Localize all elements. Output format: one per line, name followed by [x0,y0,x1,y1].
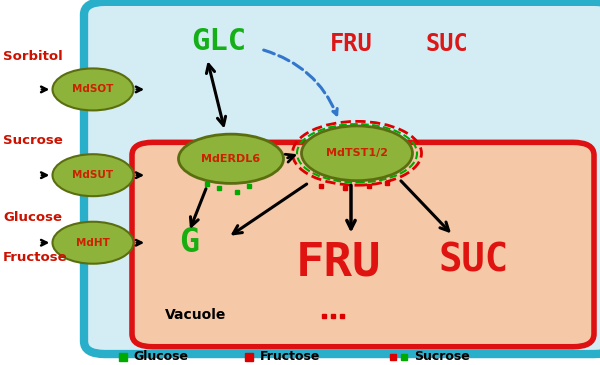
Ellipse shape [53,154,133,196]
Text: Glucose: Glucose [134,350,189,364]
Text: MdSOT: MdSOT [73,84,113,95]
Text: Sucrose: Sucrose [415,350,470,364]
Ellipse shape [179,134,284,184]
Ellipse shape [302,126,413,181]
Text: G: G [179,226,199,259]
Text: Sucrose: Sucrose [3,134,63,147]
Text: FRU: FRU [329,32,373,56]
FancyBboxPatch shape [84,2,600,354]
Text: SUC: SUC [425,32,469,56]
Text: Fructose: Fructose [3,251,68,264]
Text: MdSUT: MdSUT [73,170,113,180]
Ellipse shape [53,69,133,111]
Ellipse shape [53,222,133,264]
Text: Glucose: Glucose [3,211,62,224]
Text: Fructose: Fructose [260,350,320,364]
Text: Sorbitol: Sorbitol [3,50,63,63]
Text: MdERDL6: MdERDL6 [202,154,260,164]
Text: FRU: FRU [296,240,382,285]
Text: GLC: GLC [191,27,247,57]
FancyBboxPatch shape [132,142,594,347]
Text: MdTST1/2: MdTST1/2 [326,148,388,158]
Text: MdHT: MdHT [76,238,110,248]
Text: SUC: SUC [439,242,509,280]
Text: Vacuole: Vacuole [165,308,226,322]
